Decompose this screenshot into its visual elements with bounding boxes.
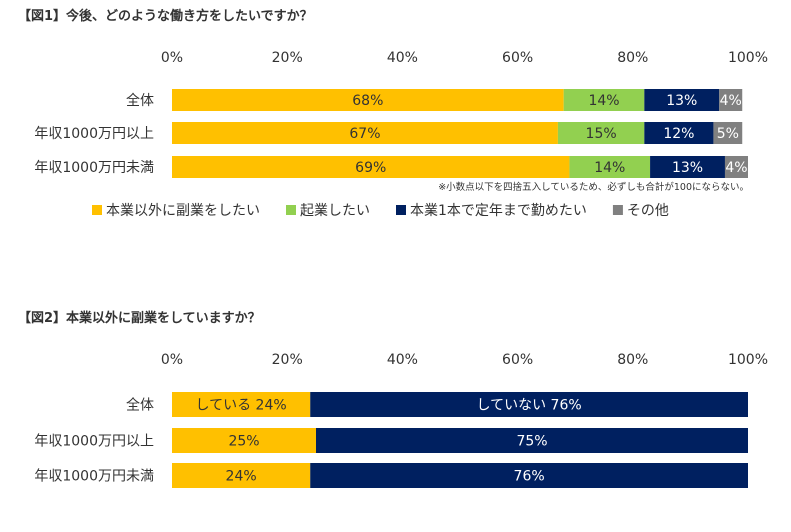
figure-2-bar-segment — [172, 428, 316, 453]
figure-2-tick-label: 0% — [161, 352, 183, 368]
figure-1-data-label: 4% — [725, 160, 747, 176]
figure-1-data-label: 69% — [355, 160, 386, 176]
figure-1-bar-segment — [172, 89, 564, 111]
figure-1-bar-segment — [644, 122, 714, 144]
figure-1-bar-segment — [719, 89, 743, 111]
figure-1-data-label: 15% — [586, 126, 617, 142]
figure-1-data-label: 5% — [717, 126, 739, 142]
figure-1-data-label: 13% — [666, 93, 697, 109]
figure-1-tick-label: 0% — [161, 50, 183, 66]
figure-1-data-label: 14% — [588, 93, 619, 109]
figure-1-legend-swatch — [92, 205, 102, 215]
figure-1-legend-swatch — [286, 205, 296, 215]
figure-1-data-label: 12% — [663, 126, 694, 142]
figure-2-bar-segment — [310, 392, 748, 417]
figure-2-tick-label: 80% — [617, 352, 648, 368]
figure-1-tick-label: 20% — [272, 50, 303, 66]
figure-1-bar-segment — [172, 156, 570, 178]
figure-1-category-label: 年収1000万円以上 — [34, 126, 154, 142]
figure-1-tick-label: 100% — [728, 50, 768, 66]
figure-2-data-label: していない 76% — [477, 398, 582, 414]
figure-1-bar-segment — [650, 156, 725, 178]
figure-1-bar-segment — [569, 156, 651, 178]
figure-2-category-label: 全体 — [126, 397, 154, 414]
figure-1-data-label: 14% — [594, 160, 625, 176]
figure-2-bar-segment — [172, 463, 311, 488]
figure-2-bar-segment — [172, 392, 311, 417]
figure-1-bar-segment — [644, 89, 720, 111]
figure-1-title: 【図1】今後、どのような働き方をしたいですか？ — [18, 8, 313, 24]
figure-1-legend-label: 本業以外に副業をしたい — [106, 203, 260, 219]
figure-1-bar-segment — [724, 156, 748, 178]
figure-2-data-label: している 24% — [196, 398, 287, 414]
figure-2-data-label: 25% — [228, 434, 259, 450]
figure-1-category-label: 全体 — [126, 92, 154, 109]
figure-2-category-label: 年収1000万円以上 — [34, 434, 154, 450]
figure-2-bar-segment — [310, 463, 748, 488]
figure-2-tick-label: 40% — [387, 352, 418, 368]
figure-1-legend-label: 本業1本で定年まで勤めたい — [410, 203, 587, 219]
figure-1-legend-label: その他 — [627, 203, 669, 219]
figure-1-data-label: 13% — [672, 160, 703, 176]
figure-1-legend-swatch — [396, 205, 406, 215]
figure-1-data-label: 67% — [349, 126, 380, 142]
figure-1-bar-segment — [563, 89, 645, 111]
figure-2-data-label: 76% — [514, 469, 545, 485]
figure-1-data-label: 4% — [720, 93, 742, 109]
figure-1-legend-swatch — [612, 205, 623, 215]
figure-1-bar-segment — [713, 122, 743, 144]
figure-2-data-label: 24% — [226, 469, 257, 485]
figure-1-bar-segment — [172, 122, 558, 144]
figure-2-title: 【図2】本業以外に副業をしていますか？ — [18, 310, 261, 326]
figure-1-data-label: 68% — [352, 93, 383, 109]
figure-2-tick-label: 100% — [728, 352, 768, 368]
figure-1-category-label: 年収1000万円未満 — [34, 160, 154, 176]
figure-2-tick-label: 60% — [502, 352, 533, 368]
figure-1-tick-label: 40% — [387, 50, 418, 66]
figure-1-note: ※小数点以下を四捨五入しているため、必ずしも合計が100にならない。 — [438, 181, 749, 193]
figure-2-bar-segment — [316, 428, 748, 453]
figure-2-category-label: 年収1000万円未満 — [34, 469, 154, 485]
figure-2-data-label: 75% — [516, 434, 547, 450]
figure-1-bar-segment — [557, 122, 645, 144]
figure-1-tick-label: 60% — [502, 50, 533, 66]
figure-1-legend-label: 起業したい — [300, 203, 370, 219]
figure-1-tick-label: 80% — [617, 50, 648, 66]
figure-2-tick-label: 20% — [272, 352, 303, 368]
